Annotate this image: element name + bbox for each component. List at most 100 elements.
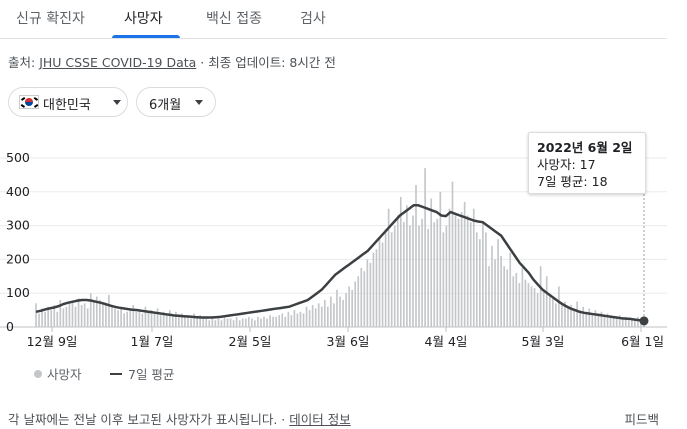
death-bar [524, 279, 527, 327]
death-bar [412, 215, 414, 327]
tab-testing[interactable]: 검사 [300, 11, 326, 27]
death-bar [430, 198, 433, 327]
death-bar [266, 318, 268, 327]
source-prefix: 출처: [8, 55, 40, 70]
death-bar [421, 218, 423, 327]
death-bar [59, 299, 62, 327]
legend-bars: 사망자 [34, 364, 82, 383]
chevron-down-icon [195, 100, 203, 105]
death-bar [311, 305, 314, 327]
death-bar [299, 311, 302, 327]
death-bar [168, 310, 171, 327]
death-bar [208, 320, 211, 327]
death-bar [50, 310, 53, 327]
feedback-link[interactable]: 피드백 [624, 412, 659, 427]
death-bar [275, 316, 277, 327]
tab-deaths[interactable]: 사망자 [124, 11, 163, 27]
death-bar [327, 306, 329, 327]
death-bar [220, 320, 223, 327]
death-bar [150, 310, 153, 327]
death-bar [339, 296, 341, 327]
death-bar [497, 239, 499, 327]
death-bar [320, 306, 323, 327]
legend-line: 7일 평균 [110, 364, 174, 383]
death-bar [530, 286, 533, 327]
seven-day-average-line [35, 204, 645, 323]
death-bar [582, 306, 585, 327]
death-bar [485, 232, 487, 327]
death-bar [147, 311, 150, 327]
death-bar [591, 313, 594, 327]
footer-note: 각 날짜에는 전날 이후 보고된 사망자가 표시됩니다. · 데이터 정보 [8, 409, 351, 428]
tooltip-date: 2022년 6월 2일 [537, 140, 633, 155]
death-bar [68, 303, 71, 327]
death-bar [336, 289, 338, 327]
death-bar [193, 313, 195, 327]
death-bar [418, 225, 420, 327]
death-bar [89, 293, 92, 327]
death-bar [80, 305, 83, 327]
death-bar [403, 222, 405, 327]
death-bar [545, 276, 548, 327]
death-bar [567, 306, 569, 327]
death-bar [117, 310, 119, 327]
legend-bars-label: 사망자 [47, 367, 82, 382]
death-bar [83, 303, 86, 327]
death-bar [92, 301, 95, 327]
death-bar [293, 310, 296, 327]
death-bar [71, 301, 74, 327]
death-bar [366, 259, 369, 327]
tab-new-cases[interactable]: 신규 확진자 [16, 11, 85, 27]
death-bar [351, 289, 353, 327]
death-bar [254, 320, 256, 327]
y-axis-labels: 0 100 200 300 400 500 [6, 150, 30, 334]
death-bar [561, 305, 563, 327]
period-dropdown[interactable]: 6개월 [136, 87, 216, 117]
hover-dot [639, 316, 649, 326]
death-bar [65, 306, 68, 327]
death-bar [360, 267, 363, 327]
death-bar [627, 320, 630, 327]
data-info-link[interactable]: 데이터 정보 [289, 412, 351, 427]
death-bar [141, 313, 144, 327]
death-bar [53, 305, 56, 327]
death-bar [62, 308, 65, 327]
death-bar [503, 266, 505, 327]
source-link[interactable]: JHU CSSE COVID-19 Data [39, 55, 197, 70]
deaths-chart[interactable]: 0 100 200 300 400 500 12월 9일 1월 7일 2월 5일 3월 6일 4월… [0, 130, 687, 360]
death-bar [102, 305, 104, 327]
death-bar [576, 301, 578, 327]
death-bar [573, 308, 575, 327]
death-bar [156, 308, 159, 327]
death-bar [129, 308, 132, 327]
death-bar [631, 318, 633, 327]
death-bar [317, 303, 320, 327]
death-bar [263, 316, 265, 327]
death-bar [305, 306, 308, 327]
death-bar [159, 315, 162, 327]
death-bar [123, 313, 125, 327]
x-tick-label: 3월 6일 [327, 334, 370, 349]
death-bar [181, 313, 183, 327]
chart-tooltip: 2022년 6월 2일 사망자: 17 7일 평균: 18 [528, 132, 646, 194]
death-bar [41, 308, 43, 327]
death-bar [211, 316, 214, 327]
death-bar [235, 316, 238, 327]
death-bar [162, 311, 165, 327]
death-bar [439, 191, 442, 327]
deaths-bars [35, 168, 645, 327]
death-bar [460, 212, 463, 327]
x-tick-label: 12월 9일 [27, 334, 78, 349]
death-bar [594, 310, 597, 327]
tab-vaccination[interactable]: 백신 접종 [206, 11, 262, 27]
x-tick-label: 5월 3일 [522, 334, 565, 349]
death-bar [108, 294, 110, 327]
y-tick-label: 300 [6, 218, 30, 233]
region-dropdown[interactable]: 대한민국 [8, 87, 128, 117]
death-bar [205, 318, 208, 327]
death-bar [551, 298, 554, 327]
death-bar [269, 315, 271, 327]
death-bar [564, 301, 566, 327]
death-bar [314, 308, 317, 327]
death-bar [448, 208, 451, 327]
